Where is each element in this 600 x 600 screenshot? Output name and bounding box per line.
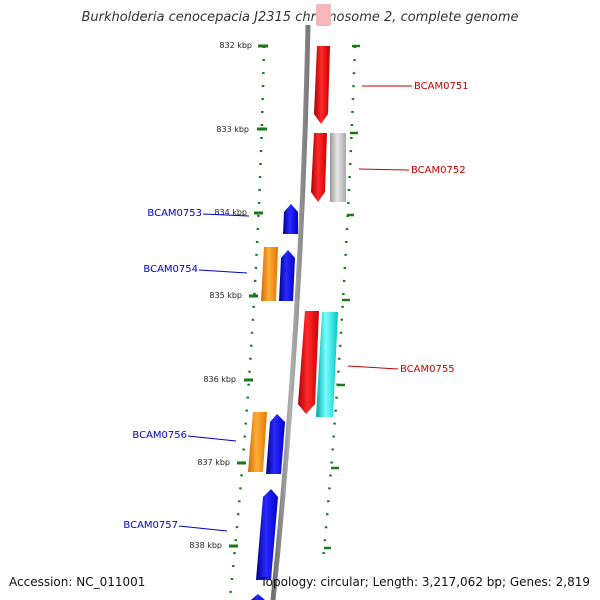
backbone-top-cap	[316, 4, 331, 26]
accession-text: Accession: NC_011001	[9, 575, 146, 589]
gene-label-bcam0757[interactable]: BCAM0757	[123, 520, 178, 531]
scale-tick-group: 832 kbp 833 kbp 834 kbp 835 kbp 836 kbp …	[189, 41, 360, 550]
genome-summary-text: Topology: circular; Length: 3,217,062 bp…	[260, 575, 590, 589]
gene-label-bcam0753[interactable]: BCAM0753	[147, 208, 202, 219]
scale-tick-label: 837 kbp	[197, 458, 230, 467]
gene-feature-bcam0753[interactable]	[283, 204, 298, 234]
gene-feature-bcam0755-annotation	[316, 312, 338, 417]
gene-feature-bcam0754[interactable]	[261, 247, 295, 301]
gene-feature-bcam0756[interactable]	[248, 412, 285, 474]
gene-label-group: BCAM0751 BCAM0752 BCAM0753 BCAM0754 BCAM…	[123, 81, 469, 532]
gene-feature-bcam0755[interactable]	[298, 311, 338, 417]
gene-feature-bcam0754-annotation	[261, 247, 278, 301]
gene-label-bcam0756[interactable]: BCAM0756	[132, 430, 187, 441]
scale-tick-label: 835 kbp	[209, 291, 242, 300]
scale-tick-label: 834 kbp	[214, 208, 247, 217]
gene-feature-bcam0751[interactable]	[314, 46, 330, 124]
gene-label-bcam0755[interactable]: BCAM0755	[400, 364, 455, 375]
gene-feature-bcam0757[interactable]	[251, 489, 278, 600]
gene-label-bcam0754[interactable]: BCAM0754	[143, 264, 198, 275]
outer-guide-arc	[321, 45, 357, 561]
gene-feature-bcam0752[interactable]	[311, 133, 346, 202]
gene-label-bcam0751[interactable]: BCAM0751	[414, 81, 469, 92]
gene-label-bcam0752[interactable]: BCAM0752	[411, 165, 466, 176]
scale-tick-label: 836 kbp	[203, 375, 236, 384]
scale-tick-label: 832 kbp	[219, 41, 252, 50]
chromosome-backbone	[270, 24, 311, 600]
gene-feature-bcam0756-annotation	[248, 412, 267, 472]
inner-guide-arc	[228, 45, 266, 599]
genome-title: Burkholderia cenocepacia J2315 chromosom…	[81, 10, 519, 25]
scale-tick-label: 838 kbp	[189, 541, 222, 550]
scale-tick-label: 833 kbp	[216, 125, 249, 134]
gene-feature-bcam0752-annotation	[330, 133, 346, 202]
